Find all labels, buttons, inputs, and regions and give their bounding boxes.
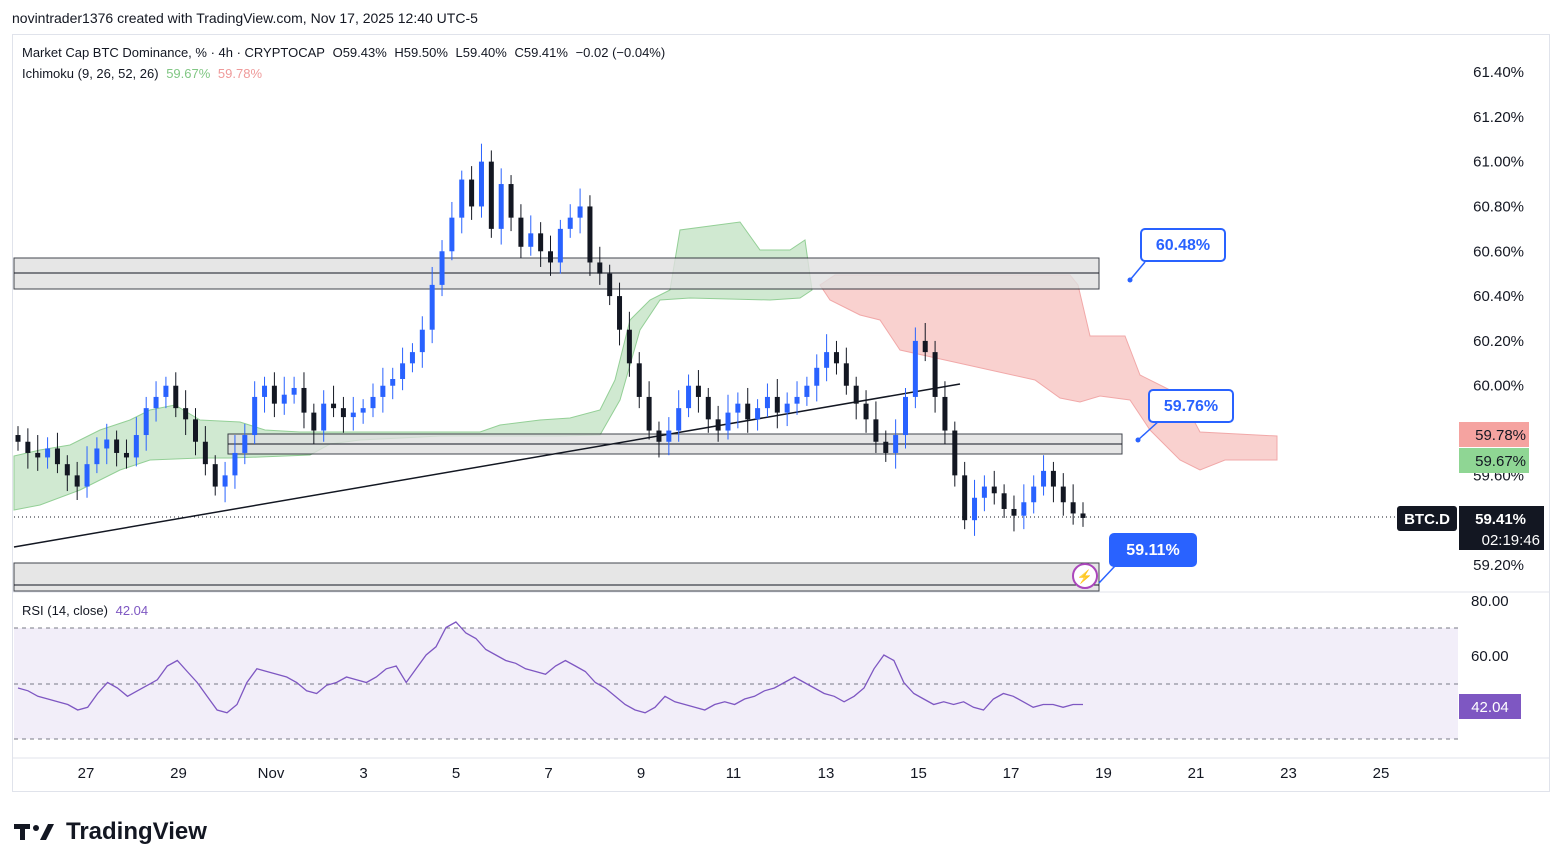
chart-panel[interactable] bbox=[12, 34, 1550, 792]
ichimoku-value-green: 59.67% bbox=[166, 66, 211, 81]
rsi-label[interactable]: RSI (14, close) bbox=[22, 603, 108, 618]
chart-attribution: novintrader1376 created with TradingView… bbox=[12, 10, 478, 26]
tradingview-wordmark: TradingView bbox=[66, 818, 207, 845]
ohlc-high: H59.50% bbox=[394, 45, 448, 60]
rsi-legend: RSI (14, close) 42.04 bbox=[22, 603, 152, 618]
symbol-legend: Market Cap BTC Dominance, % · 4h · CRYPT… bbox=[22, 45, 669, 60]
symbol-title[interactable]: Market Cap BTC Dominance, % · 4h · CRYPT… bbox=[22, 45, 325, 60]
ohlc-open: O59.43% bbox=[332, 45, 387, 60]
ohlc-low: L59.40% bbox=[455, 45, 507, 60]
ichimoku-legend: Ichimoku (9, 26, 52, 26) 59.67% 59.78% bbox=[22, 66, 266, 81]
ichimoku-label[interactable]: Ichimoku (9, 26, 52, 26) bbox=[22, 66, 159, 81]
tradingview-logo-icon bbox=[14, 824, 54, 840]
ohlc-change: −0.02 (−0.04%) bbox=[575, 45, 666, 60]
ichimoku-value-red: 59.78% bbox=[217, 66, 263, 81]
rsi-value-legend: 42.04 bbox=[115, 603, 149, 618]
tradingview-logo[interactable]: TradingView bbox=[14, 818, 207, 846]
ohlc-close: C59.41% bbox=[514, 45, 568, 60]
